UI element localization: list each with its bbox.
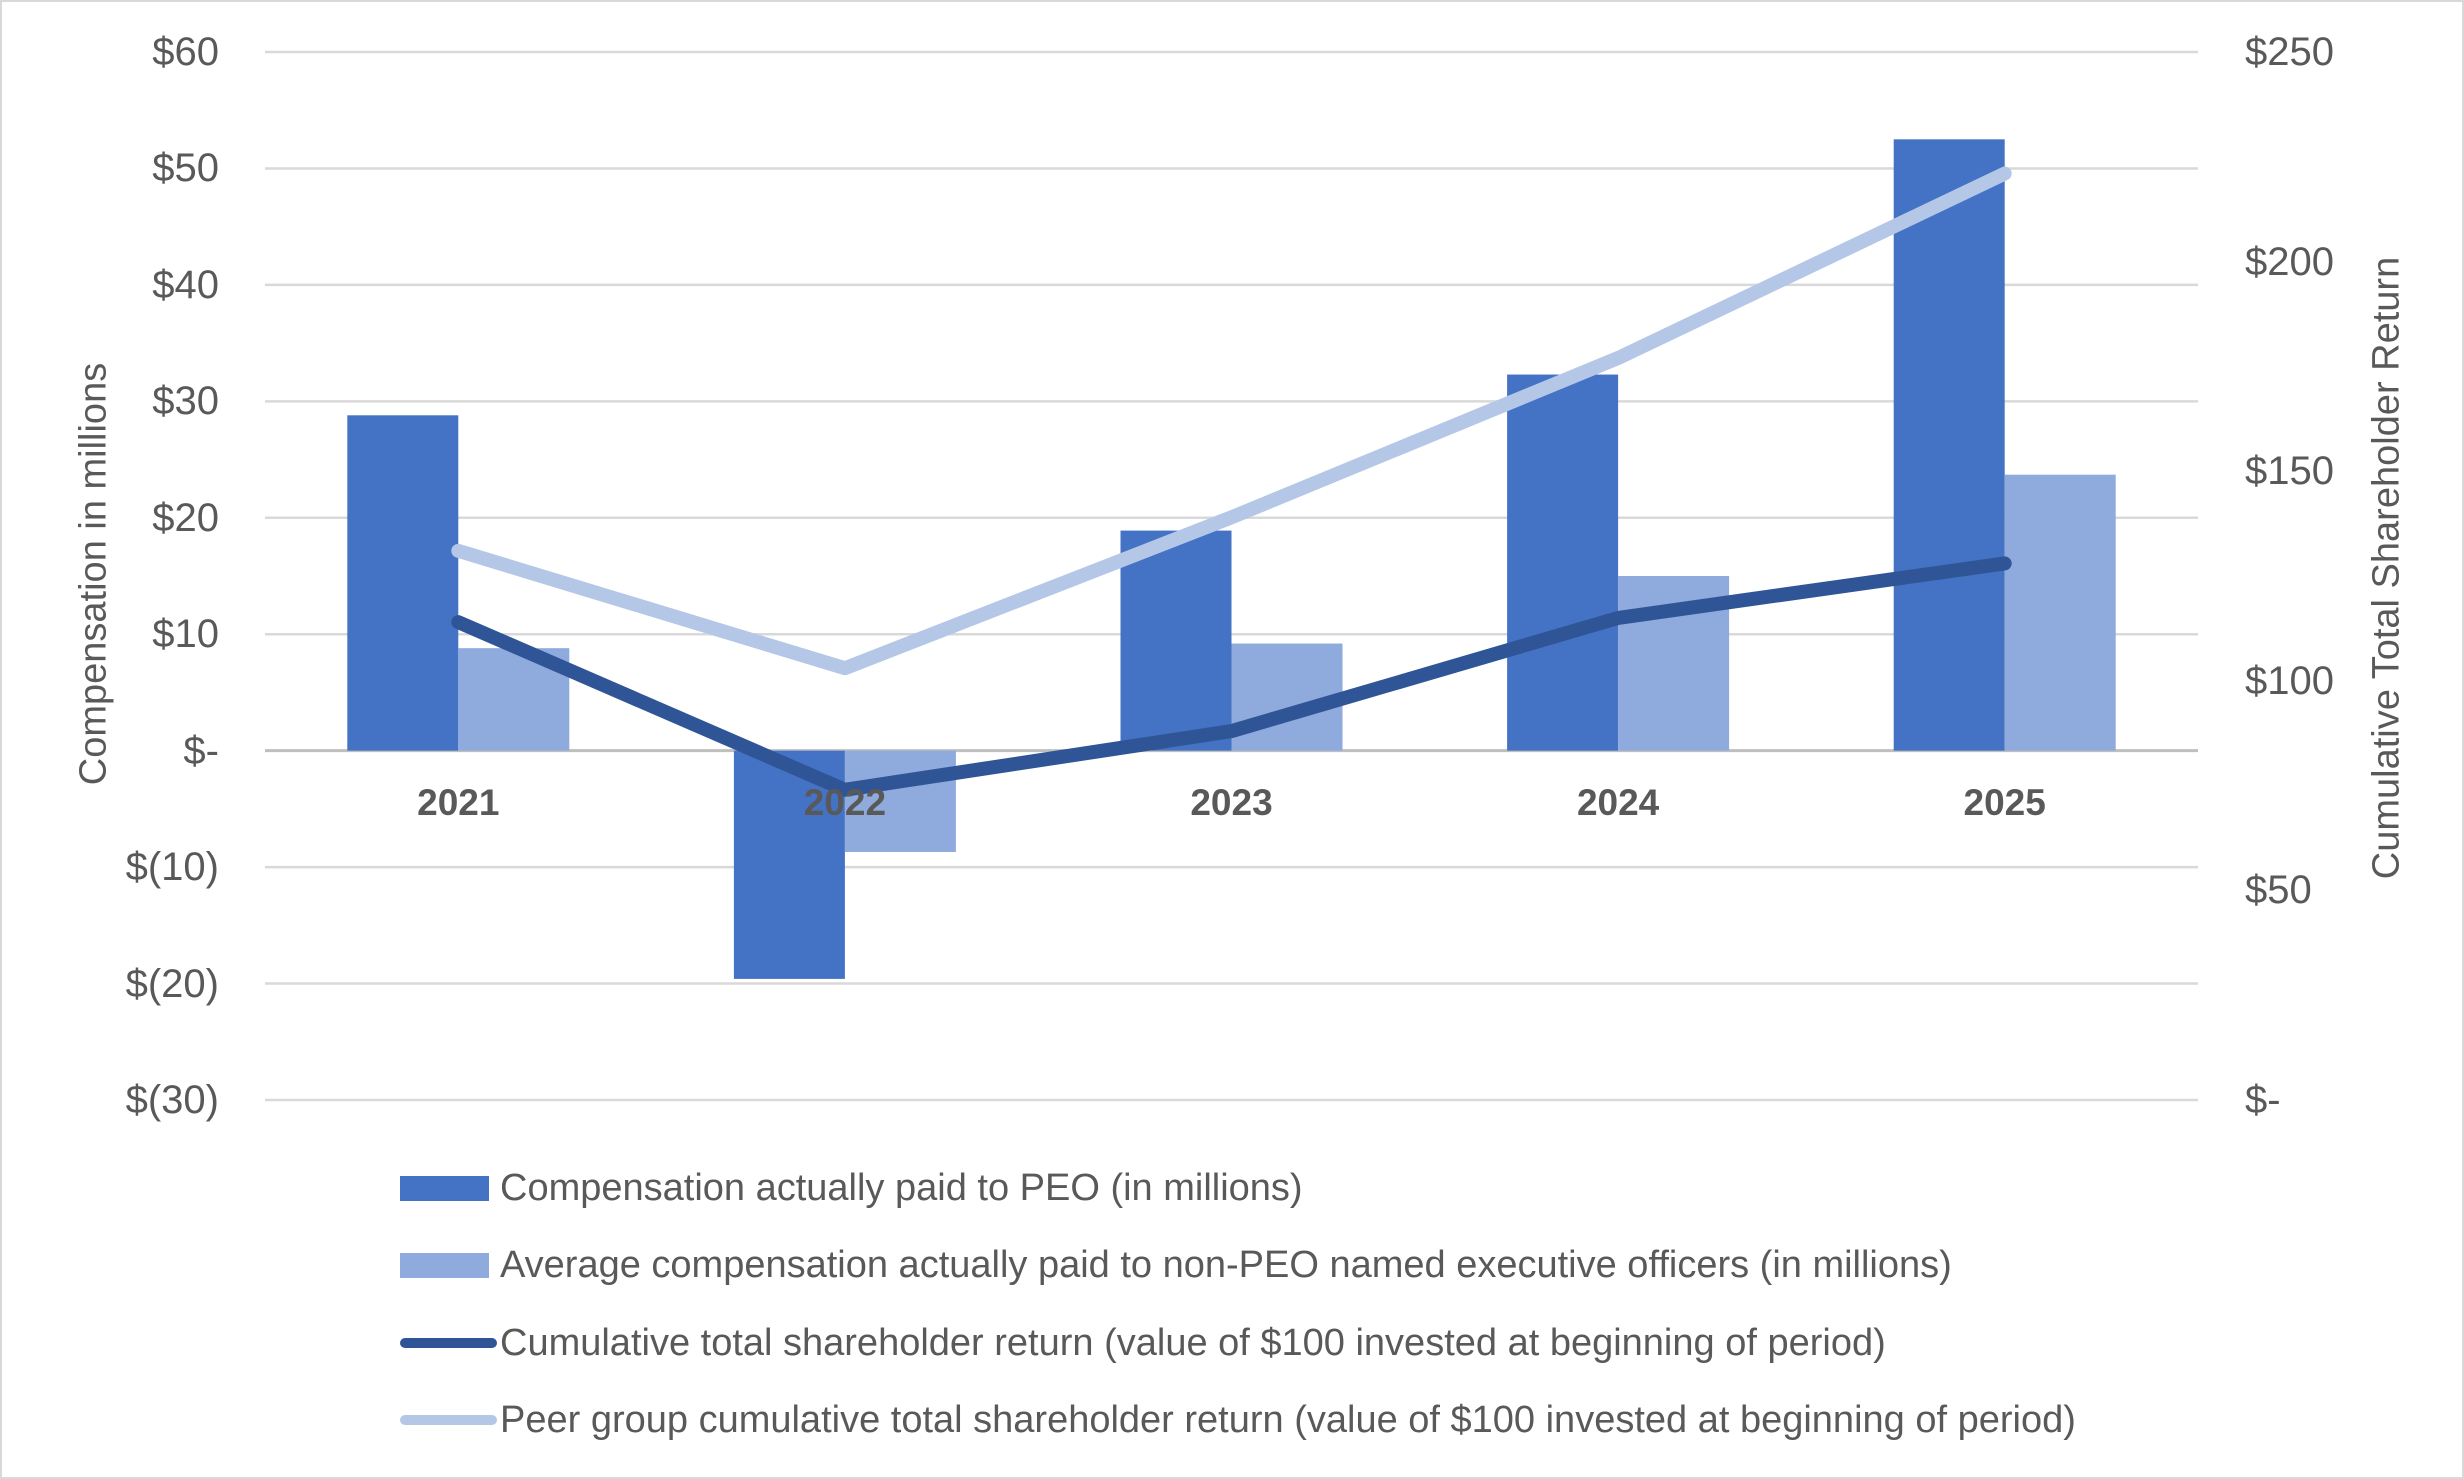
line-peer-group-tsr (451, 166, 2012, 676)
line-swatch-icon (400, 1415, 497, 1425)
legend-swatch-box (400, 1252, 500, 1278)
left-axis-tick-label: $(20) (125, 961, 219, 1006)
legend-label: Cumulative total shareholder return (val… (500, 1322, 1886, 1364)
left-axis-tick-label: $10 (152, 612, 219, 657)
line-swatch-icon (400, 1338, 497, 1348)
legend-label: Compensation actually paid to PEO (in mi… (500, 1167, 1303, 1209)
right-axis-tick-label: $50 (2245, 868, 2312, 913)
left-axis-tick-label: $20 (152, 495, 219, 540)
bar-non-peo-compensation-2022 (844, 750, 956, 852)
legend-item-company-tsr: Cumulative total shareholder return (val… (400, 1323, 1886, 1363)
left-axis-tick-label: $50 (152, 146, 219, 191)
legend-label: Peer group cumulative total shareholder … (500, 1399, 2076, 1441)
legend-swatch-box (400, 1415, 500, 1425)
bar-peo-compensation-2023 (1120, 530, 1232, 751)
bar-swatch-icon (400, 1252, 489, 1278)
left-axis-tick-label: $- (183, 728, 219, 773)
legend-swatch-box (400, 1175, 500, 1201)
x-axis-year-label: 2025 (1963, 782, 2046, 823)
left-axis-tick-label: $(30) (125, 1078, 219, 1122)
x-axis-year-label: 2021 (417, 782, 500, 823)
x-axis-year-label: 2022 (803, 782, 887, 823)
left-axis-tick-label: $(10) (125, 845, 219, 890)
left-axis-tick-label: $40 (152, 262, 219, 307)
bar-peo-compensation-2025 (1893, 139, 2005, 751)
right-axis-tick-label: $250 (2245, 30, 2334, 74)
bar-swatch-icon (400, 1175, 489, 1201)
right-axis-tick-label: $- (2245, 1078, 2281, 1122)
right-axis-title: Cumulative Total Shareholder Return (2365, 256, 2408, 880)
x-axis-year-label: 2023 (1190, 782, 1273, 823)
left-axis-tick-label: $30 (152, 379, 219, 424)
legend-item-peer-group-tsr: Peer group cumulative total shareholder … (400, 1400, 2076, 1440)
right-axis-tick-label: $200 (2245, 239, 2334, 284)
right-axis-tick-label: $150 (2245, 449, 2334, 494)
legend-item-peo-compensation: Compensation actually paid to PEO (in mi… (400, 1168, 1303, 1208)
line-company-tsr (451, 556, 2012, 797)
bar-peo-compensation-2024 (1507, 374, 1619, 751)
bar-non-peo-compensation-2025 (2004, 474, 2116, 751)
x-axis-year-label: 2024 (1576, 782, 1660, 823)
right-axis-tick-label: $100 (2245, 658, 2334, 703)
bar-peo-compensation-2021 (347, 415, 459, 751)
legend-item-non-peo-compensation: Average compensation actually paid to no… (400, 1245, 1952, 1285)
legend-swatch-box (400, 1338, 500, 1348)
left-axis-tick-label: $60 (152, 30, 219, 74)
legend-label: Average compensation actually paid to no… (500, 1244, 1952, 1286)
left-axis-title: Compensation in millions (72, 362, 115, 786)
